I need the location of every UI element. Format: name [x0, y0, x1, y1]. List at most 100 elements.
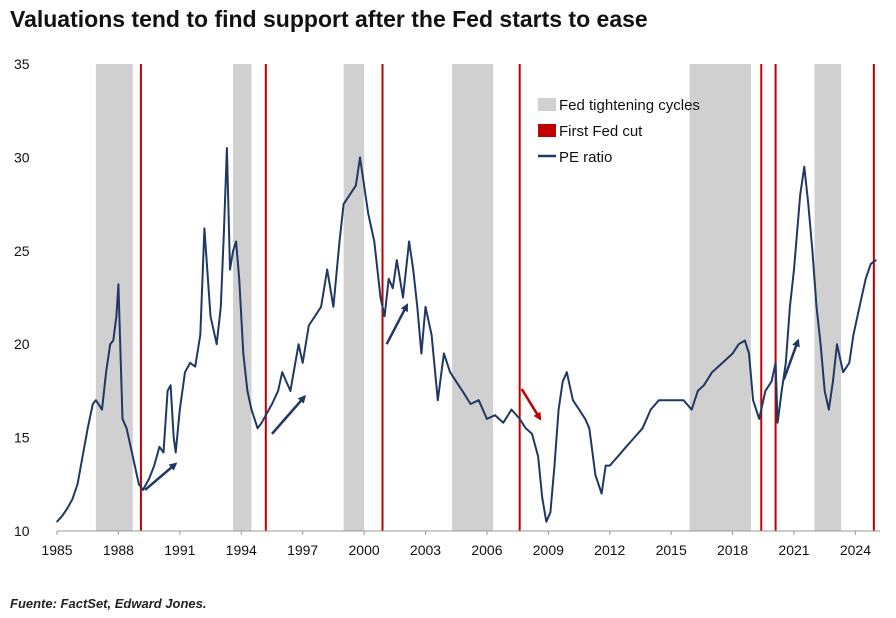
series-point	[242, 352, 245, 355]
series-point	[711, 371, 713, 374]
series-point	[301, 362, 304, 364]
series-point	[424, 306, 427, 308]
series-point	[815, 306, 818, 308]
series-point	[387, 278, 390, 280]
series-point	[525, 427, 527, 430]
series-point	[109, 343, 112, 346]
series-point	[518, 418, 521, 420]
series-point	[436, 399, 439, 402]
series-point	[486, 418, 488, 420]
series-point	[184, 371, 186, 374]
series-point	[338, 240, 341, 243]
series-point	[412, 268, 415, 271]
series-point	[115, 315, 118, 317]
y-tick-label: 35	[14, 56, 30, 72]
series-point	[265, 414, 267, 416]
x-tick-label: 1985	[41, 542, 72, 558]
series-point	[455, 380, 458, 383]
legend: Fed tightening cycles First Fed cut PE r…	[538, 97, 700, 166]
series-point	[811, 250, 814, 252]
series-point	[348, 193, 351, 196]
series-point	[649, 408, 652, 411]
x-tick-label: 1988	[103, 542, 134, 558]
series-point	[133, 464, 136, 467]
y-tick-label: 30	[14, 149, 30, 165]
series-point	[359, 156, 361, 159]
series-point	[320, 306, 322, 308]
tightening-bands	[95, 64, 842, 531]
series-point	[776, 421, 779, 424]
series-point	[666, 399, 668, 402]
x-axis-ticks: 1985 1988 1991 1994 1997 2000 2003 2006 2009 2012…	[41, 531, 871, 558]
series-point	[367, 212, 369, 215]
series-point	[194, 365, 196, 368]
series-point	[625, 446, 627, 448]
series-point	[557, 408, 560, 411]
fed-cut-lines	[139, 64, 875, 531]
series-point	[832, 380, 834, 383]
tightening-band-2	[343, 64, 365, 531]
series-point	[219, 306, 222, 308]
series-point	[758, 418, 761, 420]
series-point	[703, 384, 705, 387]
series-point	[229, 268, 231, 271]
x-tick-label: 2024	[840, 542, 871, 558]
series-point	[731, 352, 734, 355]
series-point	[748, 352, 750, 355]
series-point	[148, 477, 150, 480]
series-point	[76, 483, 79, 486]
series-point	[215, 343, 218, 346]
legend-swatch-fed-cut	[538, 124, 556, 137]
x-tick-label: 2012	[594, 542, 625, 558]
series-point	[799, 193, 801, 196]
series-point	[420, 352, 423, 355]
series-point	[469, 403, 472, 405]
series-point	[578, 408, 580, 411]
series-point	[174, 451, 177, 454]
series-point	[232, 250, 234, 252]
series-point	[332, 306, 335, 308]
series-point	[696, 390, 699, 392]
series-point	[238, 278, 241, 280]
tightening-band-0	[95, 64, 133, 531]
series-point	[342, 203, 345, 205]
series-point	[430, 334, 433, 336]
series-point	[92, 403, 94, 405]
x-tick-label: 1991	[164, 542, 195, 558]
series-point	[112, 339, 115, 342]
series-point	[864, 278, 867, 280]
series-point	[158, 446, 161, 448]
annotation-arrow-1	[271, 395, 307, 435]
series-point	[289, 390, 292, 392]
series-point	[314, 315, 316, 317]
series-point	[780, 390, 783, 392]
series-point	[408, 240, 410, 243]
series-point	[604, 464, 607, 467]
series-point	[842, 371, 844, 374]
series-point	[105, 371, 107, 374]
x-tick-label: 2015	[656, 542, 687, 558]
series-point	[416, 306, 419, 308]
series-point	[641, 427, 644, 430]
series-point	[537, 455, 539, 458]
series-point	[477, 399, 480, 402]
series-point	[363, 184, 365, 187]
tightening-band-3	[452, 64, 494, 531]
legend-label-pe-ratio: PE ratio	[559, 149, 612, 166]
y-tick-label: 10	[14, 523, 30, 539]
y-tick-label: 25	[14, 243, 30, 259]
series-point	[588, 427, 591, 430]
series-point	[836, 343, 838, 346]
annotation-arrow-0	[144, 462, 178, 491]
series-point	[502, 421, 505, 424]
y-tick-label: 20	[14, 336, 30, 352]
series-point	[281, 371, 283, 374]
series-point	[142, 489, 144, 491]
series-point	[561, 380, 564, 383]
series-point	[510, 408, 513, 411]
series-point	[545, 520, 548, 523]
series-point	[565, 371, 568, 374]
series-point	[166, 390, 169, 392]
series-point	[71, 498, 74, 501]
series-point	[199, 334, 202, 336]
